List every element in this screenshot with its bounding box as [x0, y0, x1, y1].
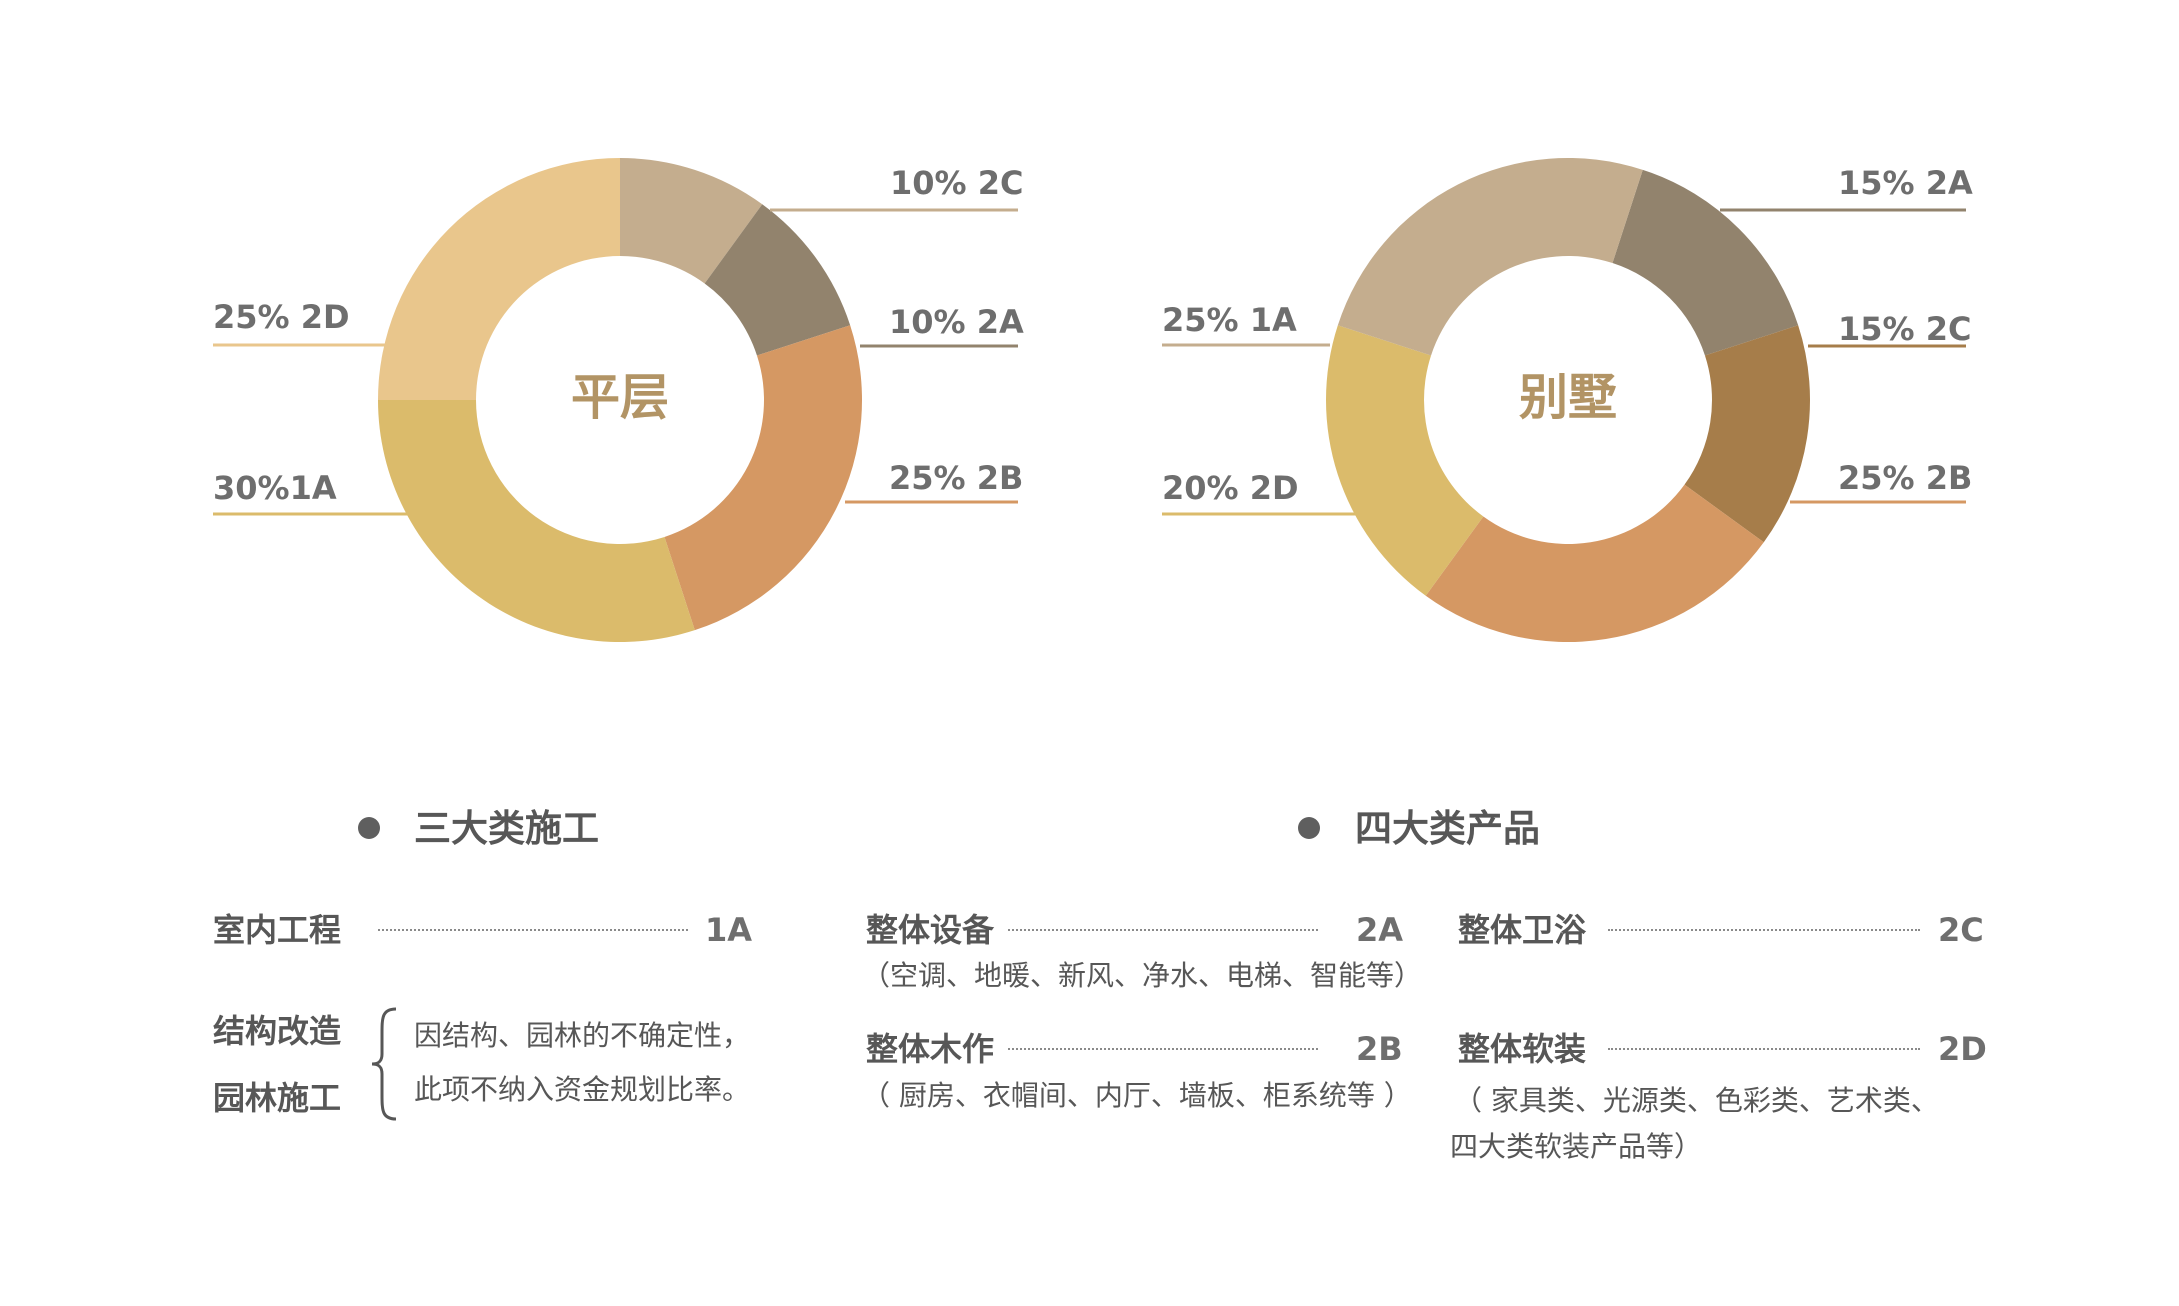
slice-label-flat-2d: 25% 2D: [213, 298, 350, 336]
donut-slice-2c: [620, 158, 763, 284]
slice-label-flat-2a: 10% 2A: [889, 303, 1024, 341]
item-woodwork-code: 2B: [1356, 1030, 1403, 1068]
donut-slice-2b: [1425, 484, 1764, 642]
center-title-flat: 平层: [571, 369, 669, 426]
leader-woodwork: [1008, 1048, 1318, 1050]
leader-interior: [378, 929, 688, 931]
item-equipment-note: （空调、地暖、新风、净水、电梯、智能等）: [862, 959, 1423, 992]
leader-soft: [1608, 1048, 1920, 1050]
donut-slice-2d: [378, 158, 620, 400]
item-soft-label: 整体软装: [1458, 1030, 1587, 1068]
item-soft-note-line2: 四大类软装产品等）: [1450, 1130, 1703, 1163]
section-title-construction: 三大类施工: [414, 807, 599, 850]
construction-note-line1: 因结构、园林的不确定性，: [414, 1019, 751, 1052]
item-equipment-code: 2A: [1356, 911, 1404, 949]
item-soft-note-line1: （ 家具类、光源类、色彩类、艺术类、: [1454, 1084, 1939, 1117]
donut-slice-2a: [704, 204, 851, 356]
donut-slice-2c: [1684, 325, 1810, 543]
item-soft-code: 2D: [1938, 1030, 1987, 1068]
item-interior-code: 1A: [705, 911, 753, 949]
item-garden-label: 园林施工: [213, 1079, 342, 1117]
slice-label-villa-2c: 15% 2C: [1838, 310, 1972, 348]
donut-chart-villa: [1162, 157, 1966, 642]
section-title-products: 四大类产品: [1355, 807, 1540, 850]
slice-label-villa-1a: 25% 1A: [1162, 301, 1297, 339]
construction-note-line2: 此项不纳入资金规划比率。: [414, 1073, 751, 1106]
brace-icon: [371, 1007, 397, 1121]
item-bathroom-label: 整体卫浴: [1458, 911, 1587, 949]
center-title-villa: 别墅: [1519, 369, 1617, 426]
item-structure-label: 结构改造: [213, 1012, 342, 1050]
donut-chart-flat: [213, 158, 1018, 642]
item-equipment-label: 整体设备: [866, 911, 995, 949]
item-woodwork-label: 整体木作: [866, 1030, 995, 1068]
slice-label-flat-1a: 30%1A: [213, 469, 337, 507]
item-woodwork-note: （ 厨房、衣帽间、内厅、墙板、柜系统等 ）: [862, 1079, 1412, 1112]
donut-slice-2a: [1612, 169, 1799, 356]
donut-slice-2b: [664, 325, 862, 631]
slice-label-villa-2a: 15% 2A: [1838, 164, 1973, 202]
bullet-products: [1298, 817, 1320, 839]
slice-label-flat-2b: 25% 2B: [889, 459, 1024, 497]
leader-bathroom: [1608, 929, 1920, 931]
slice-label-villa-2d: 20% 2D: [1162, 469, 1299, 507]
donut-slice-1a: [377, 400, 695, 642]
slice-label-flat-2c: 10% 2C: [890, 164, 1024, 202]
donut-slice-1a: [1337, 157, 1643, 356]
item-bathroom-code: 2C: [1938, 911, 1984, 949]
leader-equipment: [1008, 929, 1318, 931]
slice-label-villa-2b: 25% 2B: [1838, 459, 1973, 497]
bullet-construction: [358, 817, 380, 839]
item-interior-label: 室内工程: [213, 911, 342, 949]
donut-slice-2d: [1326, 325, 1484, 596]
